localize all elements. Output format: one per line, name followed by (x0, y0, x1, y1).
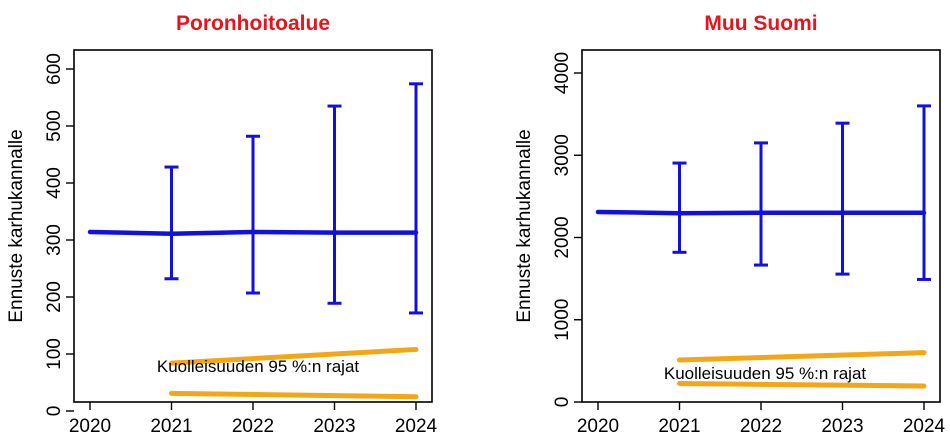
y-tick-label: 500 (44, 110, 65, 142)
chart-panel-2: Muu Suomi Ennuste karhukannalle 0 1000 2000 3… (514, 12, 946, 437)
x-tick-label: 2020 (577, 416, 619, 437)
error-bar (917, 104, 931, 281)
y-axis-label: Ennuste karhukannalle (6, 129, 27, 322)
y-tick-label: 400 (44, 167, 65, 199)
error-bar (164, 165, 179, 281)
x-tick-label: 2022 (740, 416, 782, 437)
y-tick-label: 300 (44, 224, 65, 256)
error-bar (246, 134, 260, 295)
mortality-limit-lower (169, 390, 419, 400)
mortality-limit-lower (677, 380, 927, 389)
error-bar (327, 104, 342, 305)
error-bar (835, 121, 850, 276)
error-bar (672, 161, 687, 254)
y-tick-label: 3000 (552, 134, 573, 176)
x-tick-label: 2021 (150, 416, 192, 437)
x-tick-label: 2023 (821, 416, 863, 437)
mortality-limit-upper (677, 350, 927, 363)
x-tick-label: 2021 (658, 416, 700, 437)
x-tick-label: 2020 (69, 416, 111, 437)
chart-title: Muu Suomi (704, 12, 817, 35)
y-tick-label: 1000 (552, 299, 573, 341)
x-tick-label: 2023 (313, 416, 355, 437)
chart-panel-1: Poronhoitoalue Ennuste karhukannalle 0 100 2… (6, 12, 438, 437)
x-tick-label: 2022 (232, 416, 274, 437)
mortality-limit-label: Kuolleisuuden 95 %:n rajat (664, 364, 867, 383)
y-tick-label: 100 (44, 338, 65, 370)
mortality-limit-label: Kuolleisuuden 95 %:n rajat (157, 357, 360, 376)
error-bar (409, 82, 423, 315)
chart-title: Poronhoitoalue (176, 12, 330, 35)
x-tick-label: 2024 (395, 416, 438, 437)
y-tick-label: 4000 (552, 52, 573, 94)
x-tick-label: 2024 (903, 416, 946, 437)
error-bar (754, 141, 768, 267)
y-axis-label: Ennuste karhukannalle (514, 129, 535, 322)
y-tick-label: 2000 (552, 216, 573, 258)
mortality-limit-upper (169, 346, 419, 366)
y-tick-label: 200 (44, 281, 65, 313)
y-tick-label: 600 (44, 53, 65, 85)
y-tick-label: 0 (44, 406, 65, 417)
y-tick-label: 0 (552, 397, 573, 408)
